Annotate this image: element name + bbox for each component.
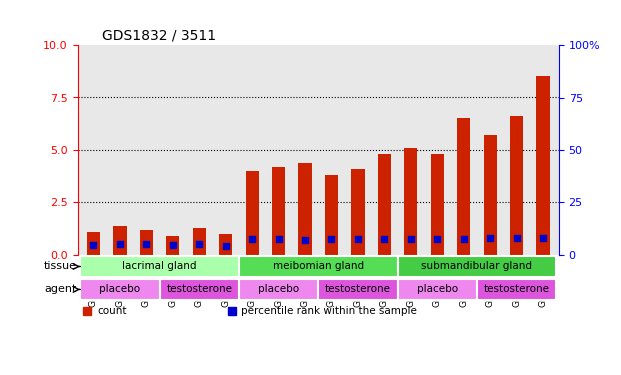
Point <box>220 243 230 249</box>
Point <box>432 236 442 242</box>
Point <box>406 236 416 242</box>
Point <box>327 236 337 242</box>
Point <box>115 241 125 247</box>
Bar <box>537 76 550 255</box>
Point <box>459 236 469 242</box>
Bar <box>113 226 127 255</box>
Bar <box>325 175 338 255</box>
Bar <box>219 234 232 255</box>
Bar <box>87 232 100 255</box>
Text: percentile rank within the sample: percentile rank within the sample <box>241 306 417 316</box>
Text: placebo: placebo <box>99 285 140 294</box>
Point <box>353 236 363 242</box>
Text: testosterone: testosterone <box>325 285 391 294</box>
Point <box>168 242 178 248</box>
Text: placebo: placebo <box>258 285 299 294</box>
Bar <box>193 228 206 255</box>
Bar <box>299 163 312 255</box>
Bar <box>484 135 497 255</box>
Point <box>142 242 152 248</box>
Point <box>512 236 522 242</box>
FancyBboxPatch shape <box>318 279 397 300</box>
Text: testosterone: testosterone <box>166 285 232 294</box>
FancyBboxPatch shape <box>239 279 318 300</box>
Text: lacrimal gland: lacrimal gland <box>122 261 197 272</box>
Text: placebo: placebo <box>417 285 458 294</box>
Bar <box>140 230 153 255</box>
Bar <box>510 116 524 255</box>
Point <box>538 235 548 241</box>
FancyBboxPatch shape <box>397 279 477 300</box>
Bar <box>351 169 365 255</box>
Bar <box>378 154 391 255</box>
Point <box>485 236 495 242</box>
Bar <box>457 118 470 255</box>
Point <box>89 242 99 248</box>
FancyBboxPatch shape <box>239 256 397 277</box>
FancyBboxPatch shape <box>477 279 556 300</box>
Bar <box>430 154 444 255</box>
Text: submandibular gland: submandibular gland <box>422 261 532 272</box>
Bar <box>272 167 285 255</box>
Bar <box>245 171 259 255</box>
Text: agent: agent <box>45 285 77 294</box>
FancyBboxPatch shape <box>397 256 556 277</box>
FancyBboxPatch shape <box>160 279 239 300</box>
Point <box>300 237 310 243</box>
FancyBboxPatch shape <box>80 279 160 300</box>
Point <box>247 236 257 242</box>
Text: count: count <box>97 306 127 316</box>
Text: testosterone: testosterone <box>484 285 550 294</box>
Bar <box>404 148 417 255</box>
Point <box>379 236 389 242</box>
Point <box>274 236 284 242</box>
Text: GDS1832 / 3511: GDS1832 / 3511 <box>102 28 216 42</box>
Text: tissue: tissue <box>44 261 77 272</box>
FancyBboxPatch shape <box>80 256 239 277</box>
Bar <box>166 236 179 255</box>
Text: meibomian gland: meibomian gland <box>273 261 364 272</box>
Point <box>194 242 204 248</box>
